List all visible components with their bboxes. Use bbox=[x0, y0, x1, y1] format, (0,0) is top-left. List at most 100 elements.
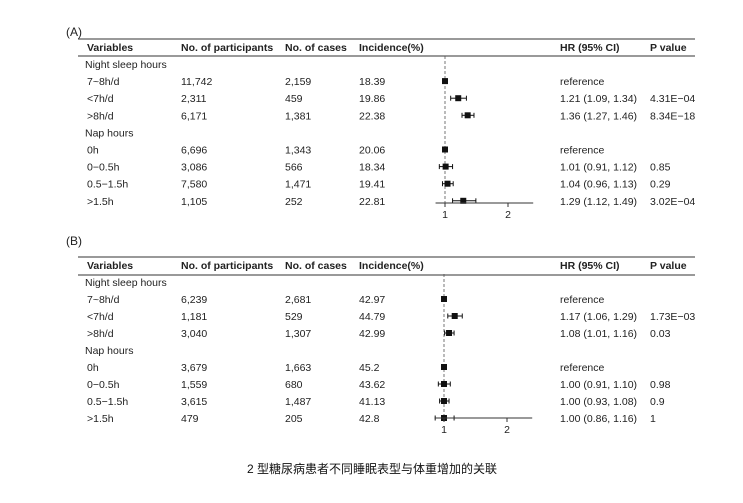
hr-point bbox=[455, 95, 462, 102]
variable-label: >1.5h bbox=[87, 196, 114, 208]
column-header-incidence: Incidence(%) bbox=[359, 260, 424, 272]
cases-value: 205 bbox=[285, 413, 303, 425]
group-label: Nap hours bbox=[85, 345, 133, 357]
group-row: Nap hours bbox=[85, 345, 133, 357]
table-row: <7h/d 1,181 529 44.79 1.17 (1.06, 1.29) 1.73E… bbox=[87, 311, 695, 323]
hr-ci-value: 1.21 (1.09, 1.34) bbox=[560, 93, 637, 105]
incidence-value: 41.13 bbox=[359, 396, 385, 408]
hr-point bbox=[441, 364, 447, 370]
participants-value: 2,311 bbox=[181, 93, 207, 105]
participants-value: 3,040 bbox=[181, 328, 207, 340]
participants-value: 3,615 bbox=[181, 396, 207, 408]
column-header-hr: HR (95% CI) bbox=[560, 42, 620, 54]
column-header-cases: No. of cases bbox=[285, 260, 347, 272]
participants-value: 6,696 bbox=[181, 145, 207, 157]
column-header-pvalue: P value bbox=[650, 42, 687, 54]
hr-ci-value: reference bbox=[560, 294, 605, 306]
incidence-value: 18.39 bbox=[359, 76, 385, 88]
hr-ci-value: reference bbox=[560, 362, 605, 374]
cases-value: 1,381 bbox=[285, 110, 311, 122]
hr-ci-value: 1.29 (1.12, 1.49) bbox=[560, 196, 637, 208]
participants-value: 1,105 bbox=[181, 196, 207, 208]
hr-ci-value: 1.00 (0.86, 1.16) bbox=[560, 413, 637, 425]
hr-ci-value: reference bbox=[560, 145, 605, 157]
hr-point bbox=[442, 78, 448, 85]
table-row: 7~8h/d 6,239 2,681 42.97 reference bbox=[87, 294, 605, 306]
incidence-value: 42.97 bbox=[359, 294, 385, 306]
hr-ci-value: 1.17 (1.06, 1.29) bbox=[560, 311, 637, 323]
participants-value: 3,086 bbox=[181, 162, 207, 174]
column-header-participants: No. of participants bbox=[181, 260, 273, 272]
hr-point bbox=[451, 313, 458, 319]
p-value: 0.29 bbox=[650, 179, 671, 191]
table-row: 7~8h/d 11,742 2,159 18.39 reference bbox=[87, 76, 605, 88]
table-row: 0.5−1.5h 7,580 1,471 19.41 1.04 (0.96, 1.13)… bbox=[87, 179, 671, 191]
x-tick-label: 2 bbox=[505, 209, 511, 221]
hr-ci-value: 1.08 (1.01, 1.16) bbox=[560, 328, 637, 340]
hr-point bbox=[442, 146, 448, 153]
variable-label: >8h/d bbox=[87, 328, 114, 340]
variable-label: 7~8h/d bbox=[87, 294, 120, 306]
variable-label: >1.5h bbox=[87, 413, 114, 425]
incidence-value: 22.38 bbox=[359, 110, 385, 122]
variable-label: 0−0.5h bbox=[87, 162, 120, 174]
participants-value: 11,742 bbox=[181, 76, 212, 88]
group-label: Nap hours bbox=[85, 127, 133, 139]
incidence-value: 20.06 bbox=[359, 145, 385, 157]
hr-point bbox=[460, 197, 467, 204]
figure-caption: 2 型糖尿病患者不同睡眠表型与体重增加的关联 bbox=[247, 461, 497, 476]
incidence-value: 45.2 bbox=[359, 362, 380, 374]
participants-value: 7,580 bbox=[181, 179, 207, 191]
table-row: 0−0.5h 3,086 566 18.34 1.01 (0.91, 1.12) 0.85 bbox=[87, 162, 671, 174]
hr-point bbox=[446, 330, 453, 336]
variable-label: 0.5−1.5h bbox=[87, 179, 128, 191]
hr-point bbox=[441, 381, 447, 387]
incidence-value: 43.62 bbox=[359, 379, 385, 391]
incidence-value: 42.8 bbox=[359, 413, 380, 425]
cases-value: 566 bbox=[285, 162, 303, 174]
hr-ci-value: 1.36 (1.27, 1.46) bbox=[560, 110, 637, 122]
column-header-variables: Variables bbox=[87, 42, 133, 54]
cases-value: 680 bbox=[285, 379, 303, 391]
table-row: >1.5h 479 205 42.8 1.00 (0.86, 1.16) 1 bbox=[87, 413, 656, 425]
column-header-incidence: Incidence(%) bbox=[359, 42, 424, 54]
panel-label: (B) bbox=[66, 234, 82, 248]
table-row: >8h/d 6,171 1,381 22.38 1.36 (1.27, 1.46) 8.3… bbox=[87, 110, 695, 122]
p-value: 1.73E−03 bbox=[650, 311, 695, 323]
cases-value: 1,307 bbox=[285, 328, 311, 340]
panel-label: (A) bbox=[66, 25, 82, 39]
cases-value: 1,487 bbox=[285, 396, 311, 408]
incidence-value: 19.41 bbox=[359, 179, 385, 191]
table-row: >8h/d 3,040 1,307 42.99 1.08 (1.01, 1.16) 0.0… bbox=[87, 328, 671, 340]
cases-value: 529 bbox=[285, 311, 303, 323]
hr-point bbox=[441, 398, 447, 404]
p-value: 1 bbox=[650, 413, 656, 425]
x-tick-label: 1 bbox=[442, 209, 448, 221]
participants-value: 3,679 bbox=[181, 362, 207, 374]
variable-label: <7h/d bbox=[87, 311, 114, 323]
column-header-cases: No. of cases bbox=[285, 42, 347, 54]
p-value: 8.34E−18 bbox=[650, 110, 695, 122]
p-value: 3.02E−04 bbox=[650, 196, 695, 208]
p-value: 0.9 bbox=[650, 396, 665, 408]
incidence-value: 18.34 bbox=[359, 162, 385, 174]
cases-value: 2,681 bbox=[285, 294, 311, 306]
incidence-value: 42.99 bbox=[359, 328, 385, 340]
variable-label: 0h bbox=[87, 362, 99, 374]
group-row: Night sleep hours bbox=[85, 59, 167, 71]
group-row: Night sleep hours bbox=[85, 277, 167, 289]
hr-point bbox=[464, 112, 471, 119]
p-value: 0.85 bbox=[650, 162, 671, 174]
x-tick-label: 1 bbox=[441, 424, 447, 436]
group-label: Night sleep hours bbox=[85, 59, 167, 71]
participants-value: 1,181 bbox=[181, 311, 207, 323]
group-row: Nap hours bbox=[85, 127, 133, 139]
p-value: 0.03 bbox=[650, 328, 671, 340]
table-row: <7h/d 2,311 459 19.86 1.21 (1.09, 1.34) 4.31E… bbox=[87, 93, 695, 105]
column-header-pvalue: P value bbox=[650, 260, 687, 272]
incidence-value: 22.81 bbox=[359, 196, 385, 208]
table-row: 0.5−1.5h 3,615 1,487 41.13 1.00 (0.93, 1.08)… bbox=[87, 396, 665, 408]
forest-panel-b: (B) Variables No. of participants No. of ca… bbox=[66, 234, 695, 436]
cases-value: 1,343 bbox=[285, 145, 311, 157]
